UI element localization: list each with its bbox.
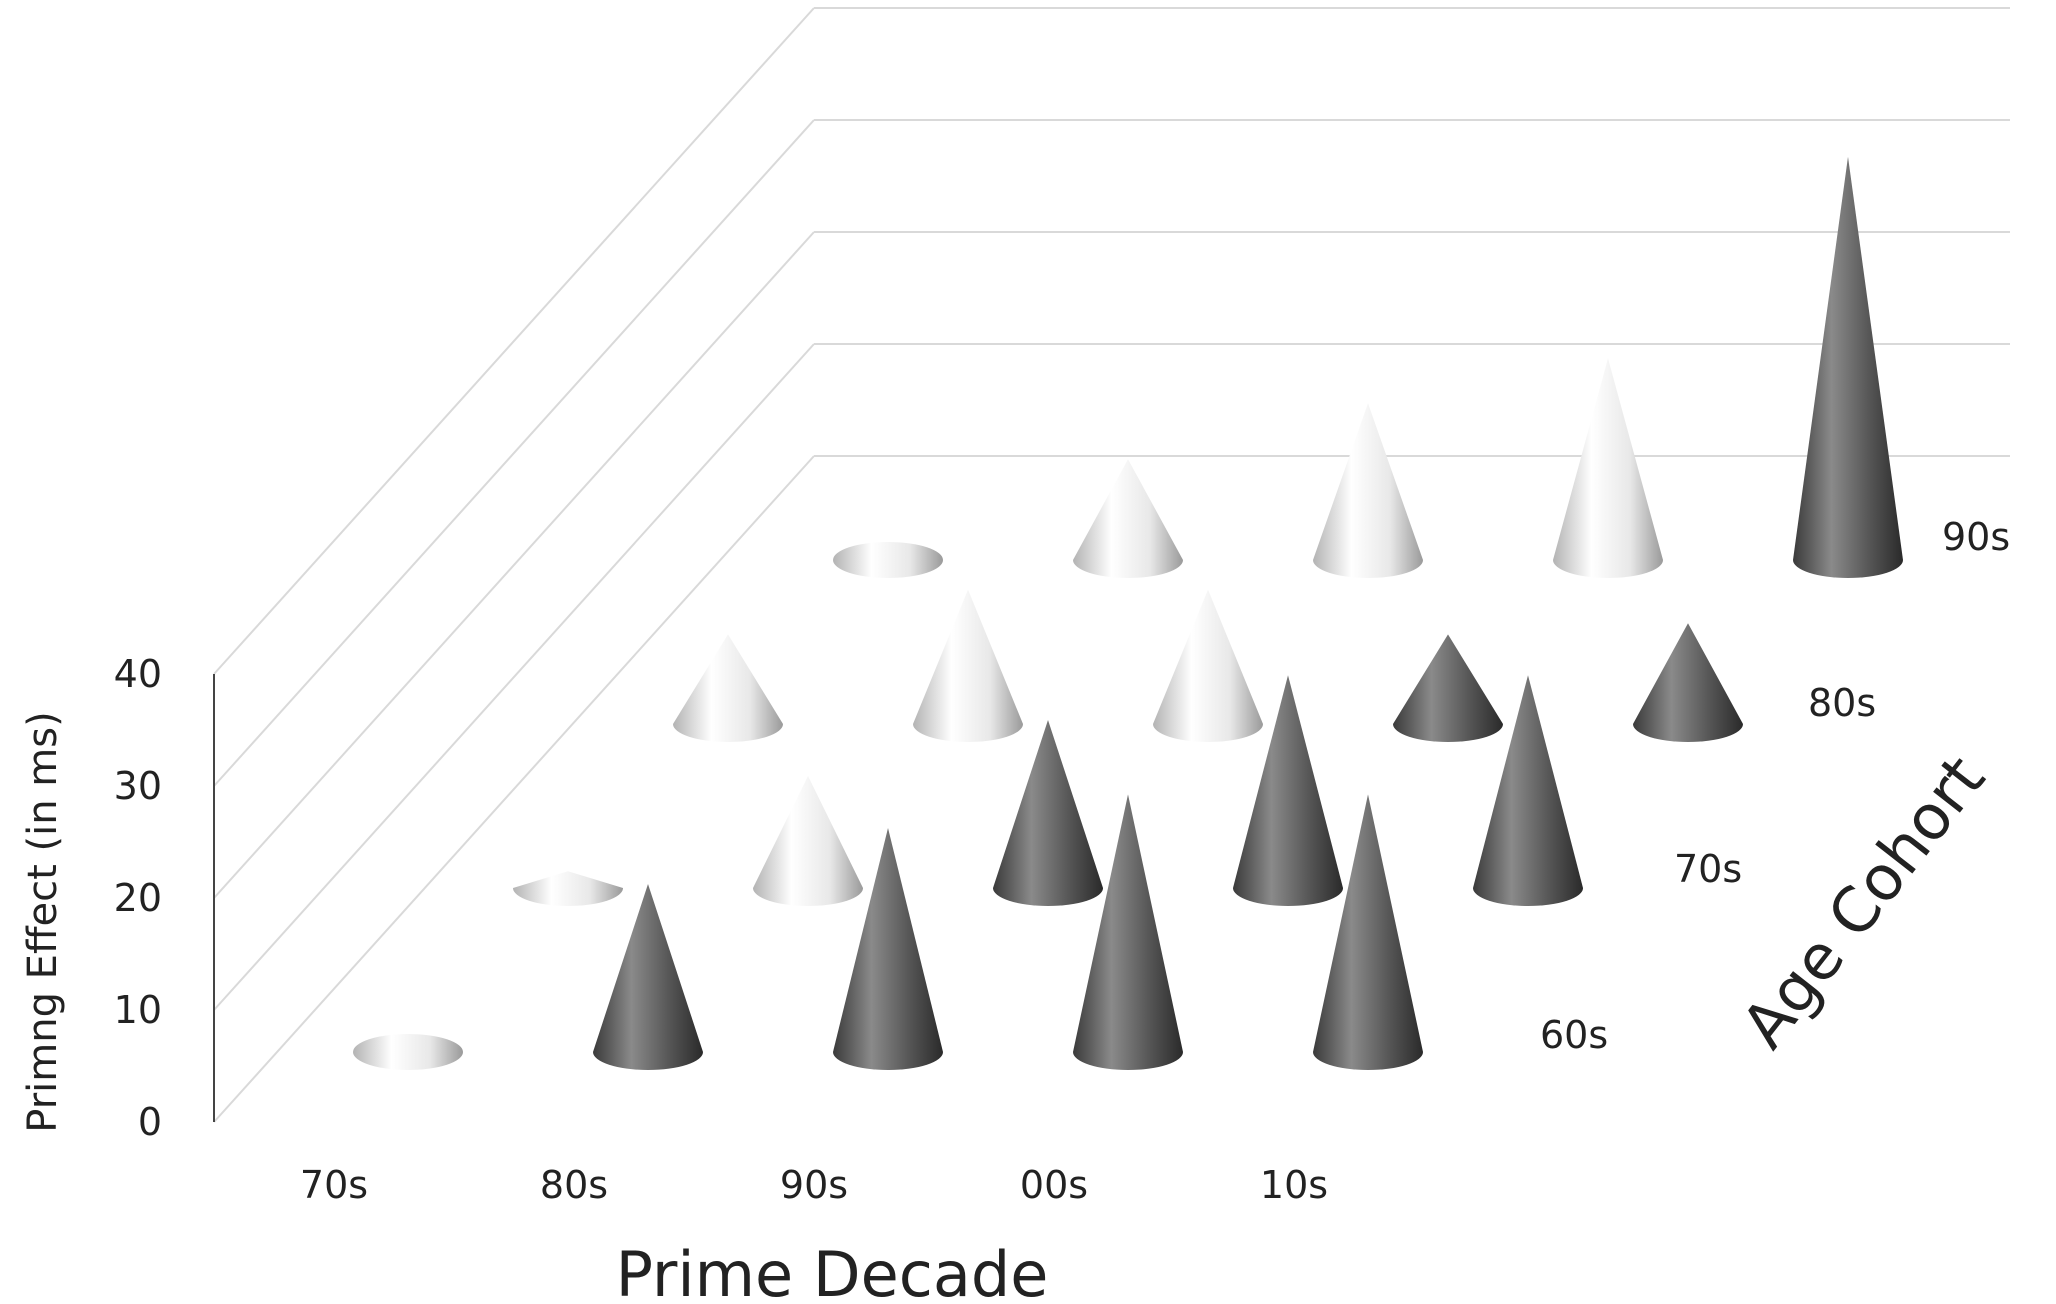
cone-mark (593, 884, 703, 1070)
x-tick-label: 10s (1260, 1163, 1328, 1207)
cone-mark (1313, 403, 1423, 578)
cone-mark (513, 871, 623, 906)
cone-body (1073, 794, 1183, 1070)
cone-body (1313, 794, 1423, 1070)
cone-mark (673, 634, 783, 742)
cone-mark (1393, 634, 1503, 742)
cone-mark (1153, 589, 1263, 742)
y-tick-label: 30 (114, 764, 162, 808)
cone-body (1233, 675, 1343, 906)
cone-mark (353, 1034, 463, 1070)
x-tick-label: 90s (780, 1163, 848, 1207)
y-tick-label: 10 (114, 988, 162, 1032)
cone-body (1313, 403, 1423, 578)
cone-mark (1793, 156, 1903, 579)
y-axis-title: Primng Effect (in ms) (20, 711, 66, 1132)
series-label: 80s (1808, 681, 1876, 725)
cone-body (1393, 634, 1503, 742)
cone-body (993, 720, 1103, 906)
cone-mark (1073, 794, 1183, 1070)
x-tick-label: 70s (300, 1163, 368, 1207)
cone-body (1793, 156, 1903, 579)
labels: 0 10 20 30 40 70s 80s 90s 00s 10s 60s 70s 80s 90s Prim… (20, 515, 2010, 1304)
cone-base (833, 542, 943, 578)
cone-body (1633, 623, 1743, 742)
y-tick-label: 40 (114, 652, 162, 696)
cone-body (593, 884, 703, 1070)
y-tick-label: 0 (138, 1100, 162, 1144)
gridline-diagonal (213, 343, 815, 1011)
cone-mark (833, 542, 943, 578)
cone-body (913, 589, 1023, 742)
cone-mark (833, 828, 943, 1070)
cone-mark (1553, 358, 1663, 578)
series-label: 60s (1540, 1013, 1608, 1057)
series-label: 90s (1942, 515, 2010, 559)
gridlines (213, 7, 2010, 1123)
z-axis-title: Age Cohort (1727, 742, 1999, 1061)
cone-mark (1473, 675, 1583, 906)
cone-mark (1313, 794, 1423, 1070)
cone-body (833, 828, 943, 1070)
series-label: 70s (1674, 847, 1742, 891)
cone-body (1473, 675, 1583, 906)
gridline-diagonal (213, 119, 815, 787)
x-tick-label: 00s (1020, 1163, 1088, 1207)
cone-mark (1233, 675, 1343, 906)
cone-base (353, 1034, 463, 1070)
x-tick-label: 80s (540, 1163, 608, 1207)
cone-body (513, 871, 623, 906)
cone-mark (993, 720, 1103, 906)
cone-body (1553, 358, 1663, 578)
cone-body (753, 776, 863, 906)
cone-body (1073, 459, 1183, 578)
cone-mark (753, 776, 863, 906)
gridline-diagonal (213, 7, 815, 675)
cone-body (1153, 589, 1263, 742)
x-axis-title: Prime Decade (616, 1238, 1049, 1304)
y-tick-label: 20 (114, 876, 162, 920)
cone-mark (1633, 623, 1743, 742)
cone-mark (913, 589, 1023, 742)
cone-mark (1073, 459, 1183, 578)
cones (353, 156, 1903, 1070)
gridline-diagonal (213, 455, 815, 1123)
gridline-diagonal (213, 231, 815, 899)
cone-body (673, 634, 783, 742)
